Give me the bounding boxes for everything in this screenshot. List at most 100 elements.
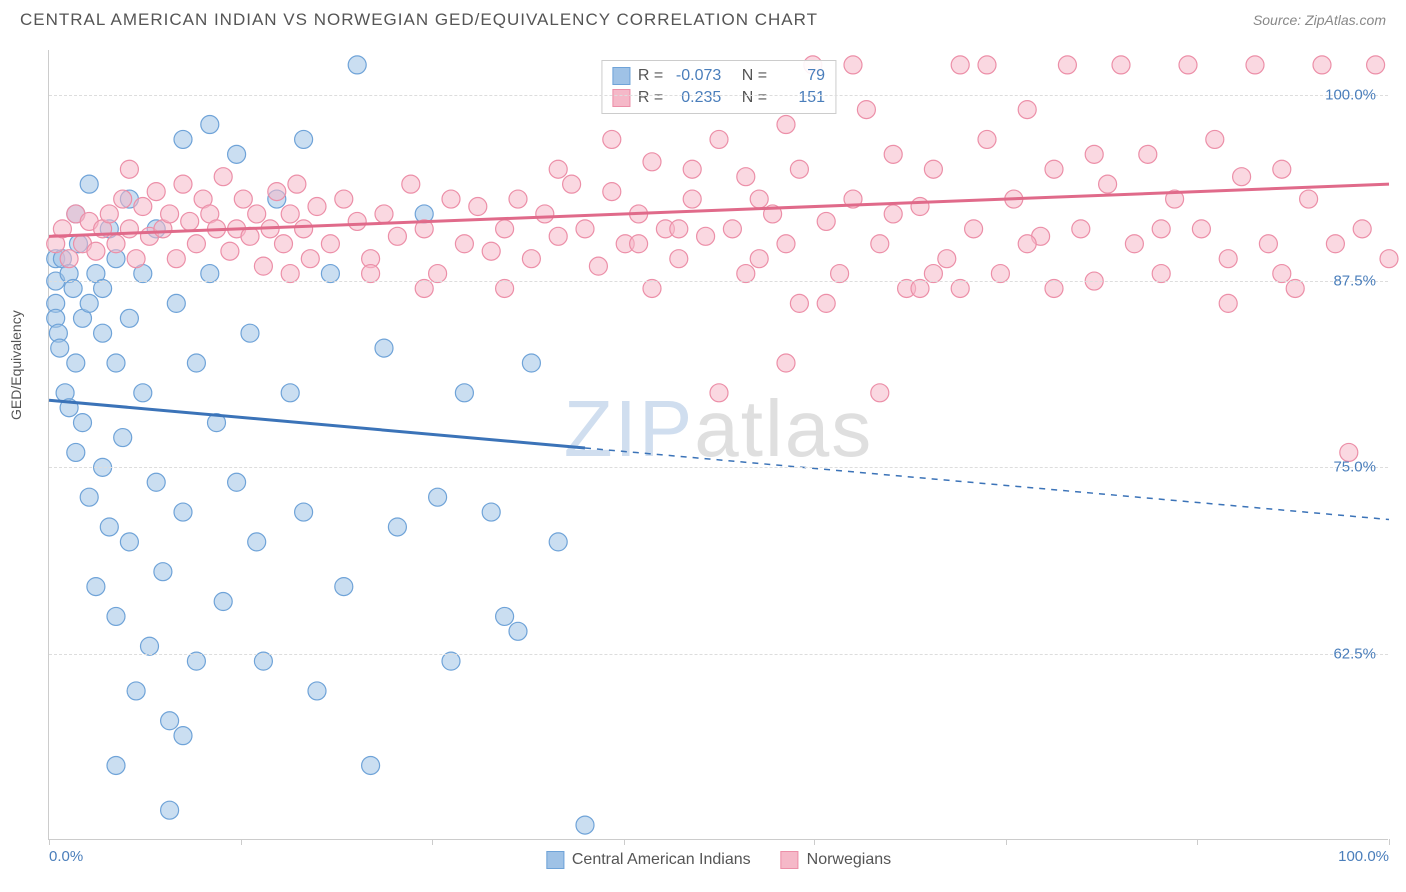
data-point <box>174 175 192 193</box>
gridline-h <box>49 281 1388 282</box>
data-point <box>1246 56 1264 74</box>
data-point <box>496 607 514 625</box>
data-point <box>214 593 232 611</box>
data-point <box>697 227 715 245</box>
ytick-label: 87.5% <box>1333 273 1376 290</box>
data-point <box>248 205 266 223</box>
data-point <box>388 227 406 245</box>
data-point <box>750 190 768 208</box>
data-point <box>288 175 306 193</box>
data-point <box>482 242 500 260</box>
data-point <box>911 198 929 216</box>
data-point <box>161 712 179 730</box>
data-point <box>120 220 138 238</box>
data-point <box>1018 235 1036 253</box>
data-point <box>187 652 205 670</box>
data-point <box>1273 265 1291 283</box>
data-point <box>496 220 514 238</box>
data-point <box>710 130 728 148</box>
data-point <box>777 235 795 253</box>
n-label: N = <box>742 67 767 85</box>
data-point <box>683 160 701 178</box>
data-point <box>281 265 299 283</box>
xtick <box>624 839 625 845</box>
data-point <box>911 279 929 297</box>
data-point <box>87 578 105 596</box>
data-point <box>871 235 889 253</box>
data-point <box>777 354 795 372</box>
data-point <box>1045 160 1063 178</box>
data-point <box>174 130 192 148</box>
data-point <box>107 607 125 625</box>
data-point <box>978 56 996 74</box>
data-point <box>94 324 112 342</box>
data-point <box>134 384 152 402</box>
data-point <box>455 384 473 402</box>
data-point <box>857 101 875 119</box>
data-point <box>831 265 849 283</box>
data-point <box>509 190 527 208</box>
data-point <box>402 175 420 193</box>
data-point <box>295 503 313 521</box>
r-label: R = <box>638 89 663 107</box>
data-point <box>248 533 266 551</box>
data-point <box>120 533 138 551</box>
data-point <box>268 183 286 201</box>
data-point <box>442 652 460 670</box>
data-point <box>924 160 942 178</box>
data-point <box>114 190 132 208</box>
data-point <box>187 235 205 253</box>
data-point <box>161 205 179 223</box>
chart-title: CENTRAL AMERICAN INDIAN VS NORWEGIAN GED… <box>20 10 818 30</box>
data-point <box>549 533 567 551</box>
data-point <box>161 801 179 819</box>
data-point <box>737 265 755 283</box>
legend-item-series-2: Norwegians <box>781 851 891 869</box>
data-point <box>107 756 125 774</box>
chart-plot-area: ZIPatlas R = -0.073 N = 79 R = 0.235 N =… <box>48 50 1388 840</box>
trend-line-dashed <box>585 448 1389 520</box>
data-point <box>154 563 172 581</box>
data-point <box>201 116 219 134</box>
xtick <box>432 839 433 845</box>
data-point <box>80 488 98 506</box>
data-point <box>576 816 594 834</box>
legend-swatch-series-2 <box>781 851 799 869</box>
xtick-label: 100.0% <box>1338 848 1389 865</box>
correlation-stats-box: R = -0.073 N = 79 R = 0.235 N = 151 <box>601 60 836 114</box>
chart-header: CENTRAL AMERICAN INDIAN VS NORWEGIAN GED… <box>0 0 1406 38</box>
data-point <box>375 339 393 357</box>
data-point <box>1192 220 1210 238</box>
data-point <box>522 250 540 268</box>
legend-label-series-1: Central American Indians <box>572 851 751 869</box>
data-point <box>321 265 339 283</box>
data-point <box>522 354 540 372</box>
xtick <box>814 839 815 845</box>
data-point <box>482 503 500 521</box>
data-point <box>1273 160 1291 178</box>
data-point <box>228 473 246 491</box>
data-point <box>670 220 688 238</box>
data-point <box>1072 220 1090 238</box>
data-point <box>228 145 246 163</box>
n-value-series-1: 79 <box>775 67 825 85</box>
data-point <box>1367 56 1385 74</box>
data-point <box>281 384 299 402</box>
data-point <box>348 212 366 230</box>
data-point <box>630 235 648 253</box>
ytick-label: 75.0% <box>1333 459 1376 476</box>
data-point <box>603 183 621 201</box>
data-point <box>147 183 165 201</box>
data-point <box>134 198 152 216</box>
data-point <box>589 257 607 275</box>
legend-item-series-1: Central American Indians <box>546 851 751 869</box>
data-point <box>683 190 701 208</box>
legend-swatch-series-1 <box>546 851 564 869</box>
data-point <box>120 160 138 178</box>
data-point <box>871 384 889 402</box>
data-point <box>790 294 808 312</box>
xtick <box>241 839 242 845</box>
data-point <box>254 652 272 670</box>
data-point <box>275 235 293 253</box>
xtick <box>1197 839 1198 845</box>
